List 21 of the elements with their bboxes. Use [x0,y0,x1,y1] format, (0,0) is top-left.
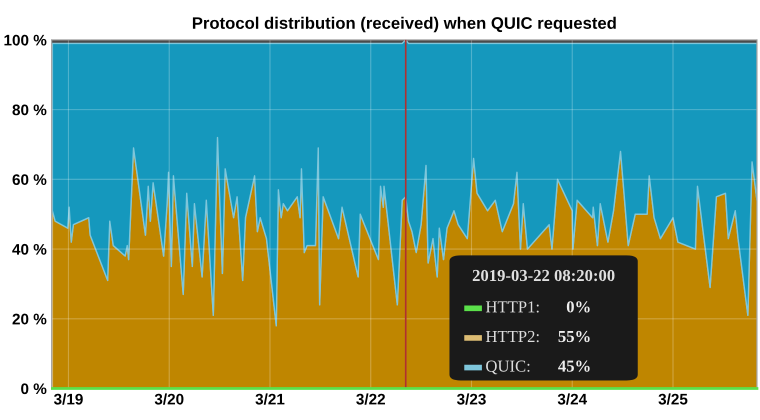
y-tick-label: 80 % [12,104,46,116]
x-tick-label: 3/19 [54,393,83,405]
y-tick-label: 100 % [4,34,46,46]
x-tick-label: 3/21 [255,393,284,405]
legend-title: 2019-03-22 08:20:00 [472,270,614,282]
annotation: 0% [566,301,590,313]
x-tick-label: 3/22 [356,393,385,405]
y-tick-label: 20 % [12,314,46,324]
x-tick-label: 3/20 [154,393,184,405]
x-tick-label: 3/23 [456,393,486,405]
x-tick-label: 3/24 [558,393,588,405]
annotation: 45% [558,360,590,372]
legend-label: HTTP2: [486,330,539,342]
legend-label: QUIC: [486,360,530,374]
legend-label: HTTP1: [486,301,539,313]
annotation: 55% [558,330,590,342]
x-tick-label: 3/25 [658,393,688,405]
y-tick-label: 40 % [12,244,46,255]
chart-title: Protocol distribution (received) when QUIC requested [192,16,616,32]
y-tick-label: 0 % [21,383,46,394]
y-tick-label: 60 % [12,174,46,186]
